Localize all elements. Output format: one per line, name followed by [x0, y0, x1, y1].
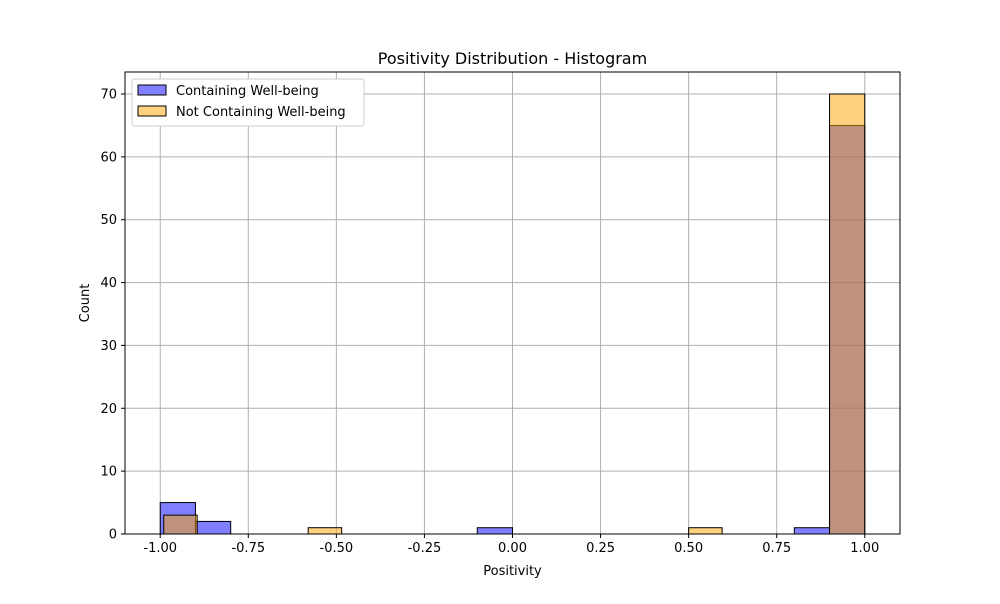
x-tick-label: 0.50: [674, 541, 703, 556]
x-tick-label: -0.25: [408, 541, 442, 556]
y-tick-label: 20: [100, 402, 117, 417]
bars-layer: [159, 93, 866, 535]
x-tick-label: -0.50: [320, 541, 354, 556]
axes-layer: -1.00 -0.75 -0.50 -0.25 0.00 0.25 0.50 0.75 1.00…: [100, 71, 901, 556]
x-tick-label: -1.00: [143, 541, 177, 556]
x-tick-label: 1.00: [850, 541, 879, 556]
legend-swatch: [137, 84, 167, 96]
legend-swatch: [137, 105, 167, 117]
legend: Containing Well-being Not Containing Well…: [131, 78, 365, 127]
histogram-bar-series-2: [307, 527, 343, 535]
histogram-bar-series-2: [163, 514, 198, 535]
x-tick-label: 0.25: [586, 541, 615, 556]
chart-title: Positivity Distribution - Histogram: [378, 49, 647, 68]
legend-label: Containing Well-being: [176, 84, 319, 99]
legend-label: Not Containing Well-being: [176, 105, 346, 120]
x-tick-label: 0.00: [498, 541, 527, 556]
x-tick-label: -0.75: [231, 541, 265, 556]
y-axis-label: Count: [78, 284, 93, 323]
histogram-bar-series-2: [829, 93, 866, 535]
x-axis-label: Positivity: [483, 564, 542, 579]
y-tick-label: 10: [100, 465, 117, 480]
legend-frame: [131, 78, 365, 127]
y-tick-label: 70: [100, 88, 117, 103]
y-tick-label: 40: [100, 276, 117, 291]
histogram-bar-series-1: [793, 527, 831, 535]
y-tick-label: 50: [100, 213, 117, 228]
histogram-bar-series-2: [688, 527, 723, 535]
y-tick-label: 0: [109, 528, 117, 543]
histogram-bar-series-1: [194, 520, 232, 535]
histogram-bar-series-1: [476, 527, 514, 535]
y-tick-label: 30: [100, 339, 117, 354]
x-tick-label: 0.75: [762, 541, 791, 556]
y-tick-label: 60: [100, 150, 117, 165]
